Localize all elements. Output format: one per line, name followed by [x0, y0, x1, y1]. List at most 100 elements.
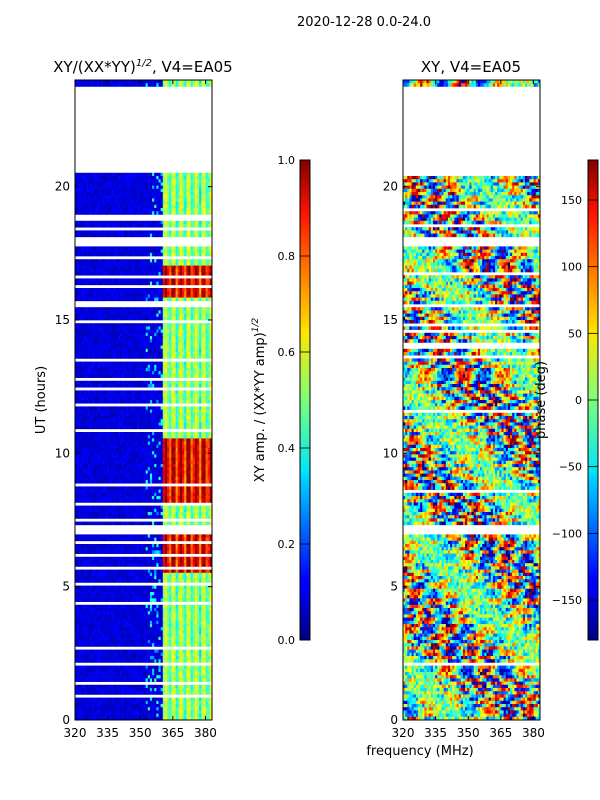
heatmap-cell: [173, 368, 176, 372]
heatmap-cell: [128, 252, 132, 257]
heatmap-cell: [177, 307, 181, 311]
heatmap-cell: [119, 230, 123, 234]
heatmap-cell: [175, 425, 179, 430]
heatmap-cell: [85, 342, 89, 346]
heatmap-cell: [81, 345, 84, 350]
heatmap-cell: [124, 249, 127, 254]
heatmap-cell: [104, 444, 108, 449]
heatmap-cell: [143, 393, 146, 398]
heatmap-cell: [158, 259, 161, 263]
heatmap-cell: [162, 288, 166, 292]
heatmap-cell: [115, 400, 119, 404]
heatmap-cell: [197, 182, 200, 186]
heatmap-cell: [81, 393, 84, 398]
heatmap-cell: [81, 272, 84, 276]
heatmap-cell: [139, 339, 142, 343]
heatmap-cell: [194, 336, 198, 340]
heatmap-cell: [207, 268, 211, 273]
heatmap-cell: [117, 297, 121, 302]
heatmap-cell: [156, 464, 159, 468]
heatmap-cell: [209, 278, 212, 282]
heatmap-cell: [87, 348, 91, 353]
heatmap-cell: [92, 467, 95, 471]
heatmap-cell: [141, 438, 144, 442]
heatmap-cell: [130, 220, 134, 225]
heatmap-cell: [207, 467, 211, 471]
heatmap-cell: [92, 400, 95, 404]
heatmap-cell: [134, 268, 138, 273]
heatmap-cell: [158, 198, 161, 202]
heatmap-cell: [75, 259, 78, 263]
heatmap-cell: [134, 246, 138, 250]
heatmap-cell: [177, 336, 181, 340]
heatmap-cell: [92, 201, 95, 206]
heatmap-cell: [167, 310, 170, 314]
heatmap-cell: [184, 268, 187, 273]
heatmap-cell: [147, 409, 151, 414]
heatmap-cell: [145, 265, 149, 270]
heatmap-cell: [115, 310, 119, 314]
heatmap-cell: [85, 268, 89, 273]
heatmap-cell: [124, 361, 127, 366]
heatmap-cell: [109, 80, 112, 84]
heatmap-cell: [205, 467, 209, 471]
heatmap-cell: [94, 291, 97, 295]
heatmap-cell: [132, 211, 136, 215]
heatmap-cell: [122, 192, 125, 196]
heatmap-cell: [179, 252, 183, 257]
heatmap-cell: [102, 396, 106, 401]
heatmap-cell: [154, 380, 157, 385]
heatmap-cell: [98, 460, 102, 465]
heatmap-cell: [92, 182, 95, 186]
heatmap-cell: [132, 422, 136, 426]
heatmap-cell: [207, 281, 211, 286]
heatmap-cell: [162, 444, 166, 449]
heatmap-cell: [158, 432, 161, 436]
heatmap-cell: [122, 230, 125, 234]
heatmap-cell: [132, 348, 136, 353]
heatmap-cell: [111, 444, 114, 449]
heatmap-cell: [194, 272, 198, 276]
heatmap-cell: [92, 361, 95, 366]
heatmap-cell: [201, 457, 204, 462]
heatmap-cell: [184, 444, 187, 449]
heatmap-cell: [154, 313, 157, 318]
heatmap-cell: [141, 384, 144, 388]
heatmap-cell: [132, 435, 136, 439]
heatmap-cell: [145, 441, 149, 446]
heatmap-cell: [205, 448, 209, 452]
heatmap-cell: [94, 416, 97, 420]
heatmap-cell: [167, 192, 170, 196]
heatmap-cell: [102, 297, 106, 302]
heatmap-cell: [201, 310, 204, 314]
heatmap-cell: [85, 406, 89, 410]
heatmap-cell: [122, 368, 125, 372]
heatmap-cell: [173, 230, 176, 234]
heatmap-cell: [113, 364, 117, 369]
heatmap-cell: [169, 294, 172, 298]
heatmap-cell: [77, 336, 80, 340]
heatmap-cell: [186, 345, 189, 350]
heatmap-cell: [130, 211, 134, 215]
heatmap-cell: [119, 246, 123, 250]
heatmap-cell: [117, 416, 121, 420]
heatmap-cell: [130, 425, 134, 430]
heatmap-cell: [186, 432, 189, 436]
heatmap-cell: [87, 432, 91, 436]
heatmap-cell: [89, 185, 93, 190]
heatmap-cell: [209, 396, 212, 401]
heatmap-cell: [149, 179, 153, 183]
heatmap-cell: [209, 412, 212, 417]
heatmap-cell: [201, 393, 204, 398]
heatmap-cell: [124, 252, 127, 257]
heatmap-cell: [197, 201, 200, 206]
heatmap-cell: [188, 297, 191, 302]
heatmap-cell: [122, 198, 125, 202]
heatmap-cell: [149, 352, 153, 356]
heatmap-cell: [156, 435, 159, 439]
heatmap-cell: [98, 291, 102, 295]
heatmap-cell: [201, 435, 204, 439]
heatmap-cell: [167, 435, 170, 439]
heatmap-cell: [89, 416, 93, 420]
heatmap-cell: [89, 220, 93, 225]
